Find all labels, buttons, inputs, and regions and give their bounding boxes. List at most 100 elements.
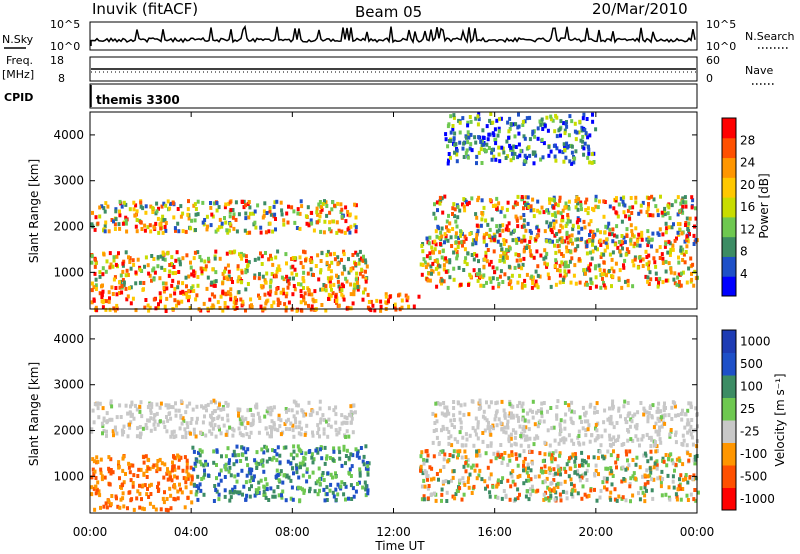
power-cell bbox=[531, 197, 535, 202]
velocity-cell bbox=[261, 463, 265, 468]
velocity-cell bbox=[105, 411, 109, 416]
velocity-cell bbox=[533, 422, 537, 427]
power-cell bbox=[479, 147, 483, 152]
power-cell bbox=[293, 256, 297, 260]
power-cell bbox=[263, 278, 267, 283]
velocity-cell bbox=[674, 430, 678, 435]
power-cell bbox=[507, 228, 511, 233]
freq-label: Freq. bbox=[6, 54, 33, 67]
velocity-cell bbox=[255, 466, 259, 470]
power-cell bbox=[603, 230, 607, 235]
velocity-cell bbox=[511, 479, 515, 484]
power-cell bbox=[234, 217, 238, 222]
power-cell bbox=[242, 205, 246, 210]
velocity-cell bbox=[613, 497, 617, 502]
power-cell bbox=[340, 292, 344, 297]
velocity-cell bbox=[353, 410, 357, 415]
velocity-colorbar-label: Velocity [m s⁻¹] bbox=[773, 373, 787, 466]
velocity-cell bbox=[663, 421, 667, 426]
velocity-cell bbox=[684, 473, 688, 477]
power-cell bbox=[584, 271, 587, 276]
velocity-cell bbox=[147, 418, 151, 423]
power-cell bbox=[666, 250, 670, 255]
power-cell bbox=[487, 132, 491, 137]
velocity-cell bbox=[110, 417, 114, 422]
power-cell bbox=[282, 218, 286, 223]
velocity-cell bbox=[271, 448, 274, 453]
velocity-cell bbox=[486, 424, 490, 429]
velocity-cell bbox=[295, 466, 299, 471]
velocity-cell bbox=[565, 490, 569, 495]
power-cell bbox=[580, 125, 584, 130]
power-cell bbox=[216, 227, 220, 232]
velocity-cell bbox=[194, 492, 198, 497]
velocity-cell bbox=[440, 411, 444, 416]
power-colorbar-swatch bbox=[722, 177, 736, 198]
velocity-cell bbox=[677, 484, 681, 489]
velocity-cell bbox=[501, 456, 505, 461]
velocity-cell bbox=[320, 473, 324, 478]
power-cell bbox=[507, 248, 511, 252]
power-cell bbox=[583, 225, 587, 230]
velocity-cell bbox=[199, 488, 203, 493]
velocity-cell bbox=[244, 425, 247, 430]
power-cell bbox=[596, 247, 599, 252]
power-cell bbox=[373, 308, 377, 313]
power-cell bbox=[335, 299, 339, 304]
power-cell bbox=[157, 302, 160, 307]
power-cell bbox=[636, 243, 639, 248]
velocity-cell bbox=[639, 401, 643, 405]
velocity-cell bbox=[292, 444, 296, 449]
velocity-cell bbox=[559, 428, 563, 433]
velocity-cell bbox=[635, 455, 639, 460]
velocity-cell bbox=[153, 419, 157, 424]
velocity-cell bbox=[568, 456, 571, 461]
power-cell bbox=[656, 213, 660, 218]
velocity-cell bbox=[352, 403, 356, 408]
velocity-cell bbox=[112, 433, 115, 438]
velocity-cell bbox=[265, 482, 269, 487]
velocity-cell bbox=[184, 480, 188, 485]
power-cell bbox=[198, 255, 202, 259]
velocity-cell bbox=[425, 458, 429, 463]
velocity-cell bbox=[303, 462, 307, 467]
power-cell bbox=[586, 155, 590, 160]
power-cell bbox=[505, 207, 509, 212]
velocity-cell bbox=[349, 474, 353, 478]
velocity-cell bbox=[624, 467, 628, 472]
power-cell bbox=[520, 197, 524, 202]
velocity-cell bbox=[582, 441, 586, 446]
power-cell bbox=[490, 147, 494, 152]
velocity-cell bbox=[195, 416, 199, 421]
power-cell bbox=[602, 268, 606, 273]
velocity-cell bbox=[192, 449, 196, 454]
velocity-cell bbox=[660, 493, 664, 498]
velocity-cell bbox=[452, 400, 456, 404]
power-cell bbox=[666, 211, 670, 216]
velocity-cell bbox=[145, 426, 149, 431]
velocity-cell bbox=[687, 458, 691, 463]
velocity-cell bbox=[625, 452, 629, 457]
velocity-cell bbox=[347, 412, 351, 417]
velocity-cell bbox=[174, 434, 178, 439]
power-cell bbox=[134, 281, 138, 286]
power-cell bbox=[566, 218, 570, 223]
velocity-cell bbox=[608, 406, 611, 411]
power-cell bbox=[520, 285, 524, 290]
power-cell bbox=[508, 246, 512, 251]
power-cell bbox=[505, 247, 508, 252]
velocity-cell bbox=[475, 453, 478, 458]
power-cell bbox=[419, 262, 423, 267]
power-cell bbox=[448, 221, 452, 226]
power-cell bbox=[602, 239, 606, 244]
power-cell bbox=[454, 142, 458, 147]
velocity-cell bbox=[615, 421, 619, 425]
velocity-cell bbox=[107, 469, 111, 474]
power-cell bbox=[425, 254, 429, 259]
velocity-cell bbox=[578, 463, 581, 468]
power-cell bbox=[505, 255, 509, 260]
velocity-cell bbox=[550, 426, 554, 431]
velocity-cell bbox=[595, 498, 599, 503]
velocity-cell bbox=[121, 432, 125, 437]
velocity-cell bbox=[349, 483, 353, 488]
